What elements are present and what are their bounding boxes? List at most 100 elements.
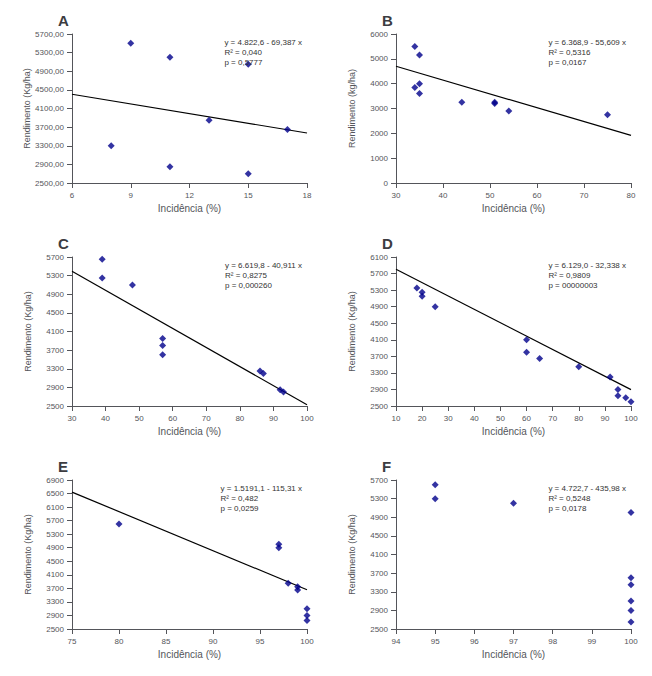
svg-text:3700: 3700: [46, 584, 64, 593]
svg-text:30: 30: [68, 414, 77, 423]
svg-text:3300: 3300: [370, 587, 388, 596]
svg-text:1000: 1000: [370, 154, 388, 163]
svg-text:5700: 5700: [46, 253, 64, 262]
svg-text:5300,00: 5300,00: [35, 48, 64, 57]
svg-text:85: 85: [162, 637, 171, 646]
svg-text:2900,00: 2900,00: [35, 160, 64, 169]
svg-text:2900: 2900: [370, 606, 388, 615]
svg-text:90: 90: [209, 637, 218, 646]
svg-text:3300: 3300: [46, 597, 64, 606]
svg-text:p = 0,0167: p = 0,0167: [548, 58, 587, 67]
svg-text:6: 6: [70, 191, 75, 200]
svg-text:70: 70: [580, 191, 589, 200]
svg-text:p = 0,5777: p = 0,5777: [224, 58, 263, 67]
svg-text:Incidência (%): Incidência (%): [482, 649, 545, 660]
svg-text:4500: 4500: [46, 308, 64, 317]
svg-text:97: 97: [509, 637, 518, 646]
svg-text:3700: 3700: [46, 346, 64, 355]
svg-text:5300: 5300: [46, 271, 64, 280]
svg-text:4500: 4500: [370, 531, 388, 540]
svg-text:R² = 0,9809: R² = 0,9809: [548, 271, 591, 280]
svg-text:R² = 0,8275: R² = 0,8275: [225, 271, 268, 280]
svg-text:20: 20: [418, 414, 427, 423]
svg-text:99: 99: [587, 637, 596, 646]
svg-text:30: 30: [392, 191, 401, 200]
svg-text:9: 9: [129, 191, 134, 200]
svg-text:96: 96: [470, 637, 479, 646]
svg-text:95: 95: [256, 637, 265, 646]
svg-text:40: 40: [101, 414, 110, 423]
svg-text:3300: 3300: [370, 368, 388, 377]
svg-text:E: E: [58, 458, 68, 475]
svg-text:60: 60: [168, 414, 177, 423]
svg-text:100: 100: [624, 637, 638, 646]
svg-text:F: F: [382, 458, 391, 475]
svg-text:2900: 2900: [370, 385, 388, 394]
svg-text:100: 100: [300, 637, 314, 646]
svg-text:4100,00: 4100,00: [35, 104, 64, 113]
svg-text:4900: 4900: [46, 543, 64, 552]
svg-text:Rendimento (Kg/ha): Rendimento (Kg/ha): [23, 291, 33, 372]
svg-text:70: 70: [202, 414, 211, 423]
svg-text:y = 6.129,0 - 32,338 x: y = 6.129,0 - 32,338 x: [548, 261, 626, 270]
svg-text:Rendimento (Kg/ha): Rendimento (Kg/ha): [347, 514, 357, 595]
svg-text:50: 50: [135, 414, 144, 423]
svg-text:C: C: [58, 235, 69, 252]
svg-text:3700,00: 3700,00: [35, 123, 64, 132]
svg-text:18: 18: [303, 191, 312, 200]
svg-text:4100: 4100: [370, 335, 388, 344]
svg-text:R² = 0,5316: R² = 0,5316: [548, 48, 591, 57]
svg-text:5300: 5300: [370, 494, 388, 503]
svg-text:40: 40: [470, 414, 479, 423]
svg-text:y = 4.822,6 - 69,387 x: y = 4.822,6 - 69,387 x: [224, 38, 302, 47]
svg-text:30: 30: [444, 414, 453, 423]
svg-text:60: 60: [533, 191, 542, 200]
svg-text:5300: 5300: [46, 530, 64, 539]
svg-text:2000: 2000: [370, 129, 388, 138]
svg-text:4100: 4100: [46, 327, 64, 336]
svg-text:80: 80: [115, 637, 124, 646]
svg-text:Rendimento (kg/ha): Rendimento (kg/ha): [347, 69, 357, 148]
svg-text:5700: 5700: [370, 269, 388, 278]
svg-text:50: 50: [496, 414, 505, 423]
svg-text:80: 80: [235, 414, 244, 423]
svg-text:70: 70: [548, 414, 557, 423]
svg-text:4900,00: 4900,00: [35, 67, 64, 76]
svg-text:100: 100: [300, 414, 314, 423]
svg-text:6500: 6500: [46, 489, 64, 498]
svg-text:y = 4.722,7 - 435,98 x: y = 4.722,7 - 435,98 x: [548, 484, 626, 493]
svg-text:10: 10: [392, 414, 401, 423]
svg-text:5700: 5700: [46, 516, 64, 525]
svg-text:Incidência (%): Incidência (%): [482, 426, 545, 437]
svg-text:4500: 4500: [46, 557, 64, 566]
svg-text:p = 00000003: p = 00000003: [548, 281, 598, 290]
svg-text:2500: 2500: [370, 402, 388, 411]
svg-text:p = 0,0259: p = 0,0259: [221, 504, 260, 513]
svg-text:4500: 4500: [370, 319, 388, 328]
svg-text:D: D: [382, 235, 393, 252]
svg-text:80: 80: [627, 191, 636, 200]
svg-text:80: 80: [574, 414, 583, 423]
svg-text:90: 90: [269, 414, 278, 423]
svg-text:p = 0,0178: p = 0,0178: [548, 504, 587, 513]
svg-text:2900: 2900: [46, 383, 64, 392]
svg-text:15: 15: [244, 191, 253, 200]
svg-text:Incidência (%): Incidência (%): [158, 649, 221, 660]
svg-text:y = 1.5191,1 - 115,31 x: y = 1.5191,1 - 115,31 x: [221, 484, 302, 493]
svg-text:100: 100: [624, 414, 638, 423]
svg-text:A: A: [58, 12, 69, 29]
svg-text:p = 0,000260: p = 0,000260: [225, 281, 272, 290]
svg-text:12: 12: [185, 191, 194, 200]
svg-text:4500,00: 4500,00: [35, 85, 64, 94]
svg-text:4900: 4900: [370, 302, 388, 311]
svg-text:R² = 0,5248: R² = 0,5248: [548, 494, 591, 503]
svg-text:y = 6.619,8 - 40,911 x: y = 6.619,8 - 40,911 x: [225, 261, 302, 270]
svg-text:94: 94: [392, 637, 401, 646]
svg-text:B: B: [382, 12, 393, 29]
svg-text:Rendimento (Kg/ha): Rendimento (Kg/ha): [22, 68, 32, 149]
svg-text:90: 90: [600, 414, 609, 423]
svg-text:6100: 6100: [46, 503, 64, 512]
svg-text:4000: 4000: [370, 79, 388, 88]
svg-text:5300: 5300: [370, 286, 388, 295]
svg-text:2500: 2500: [370, 625, 388, 634]
